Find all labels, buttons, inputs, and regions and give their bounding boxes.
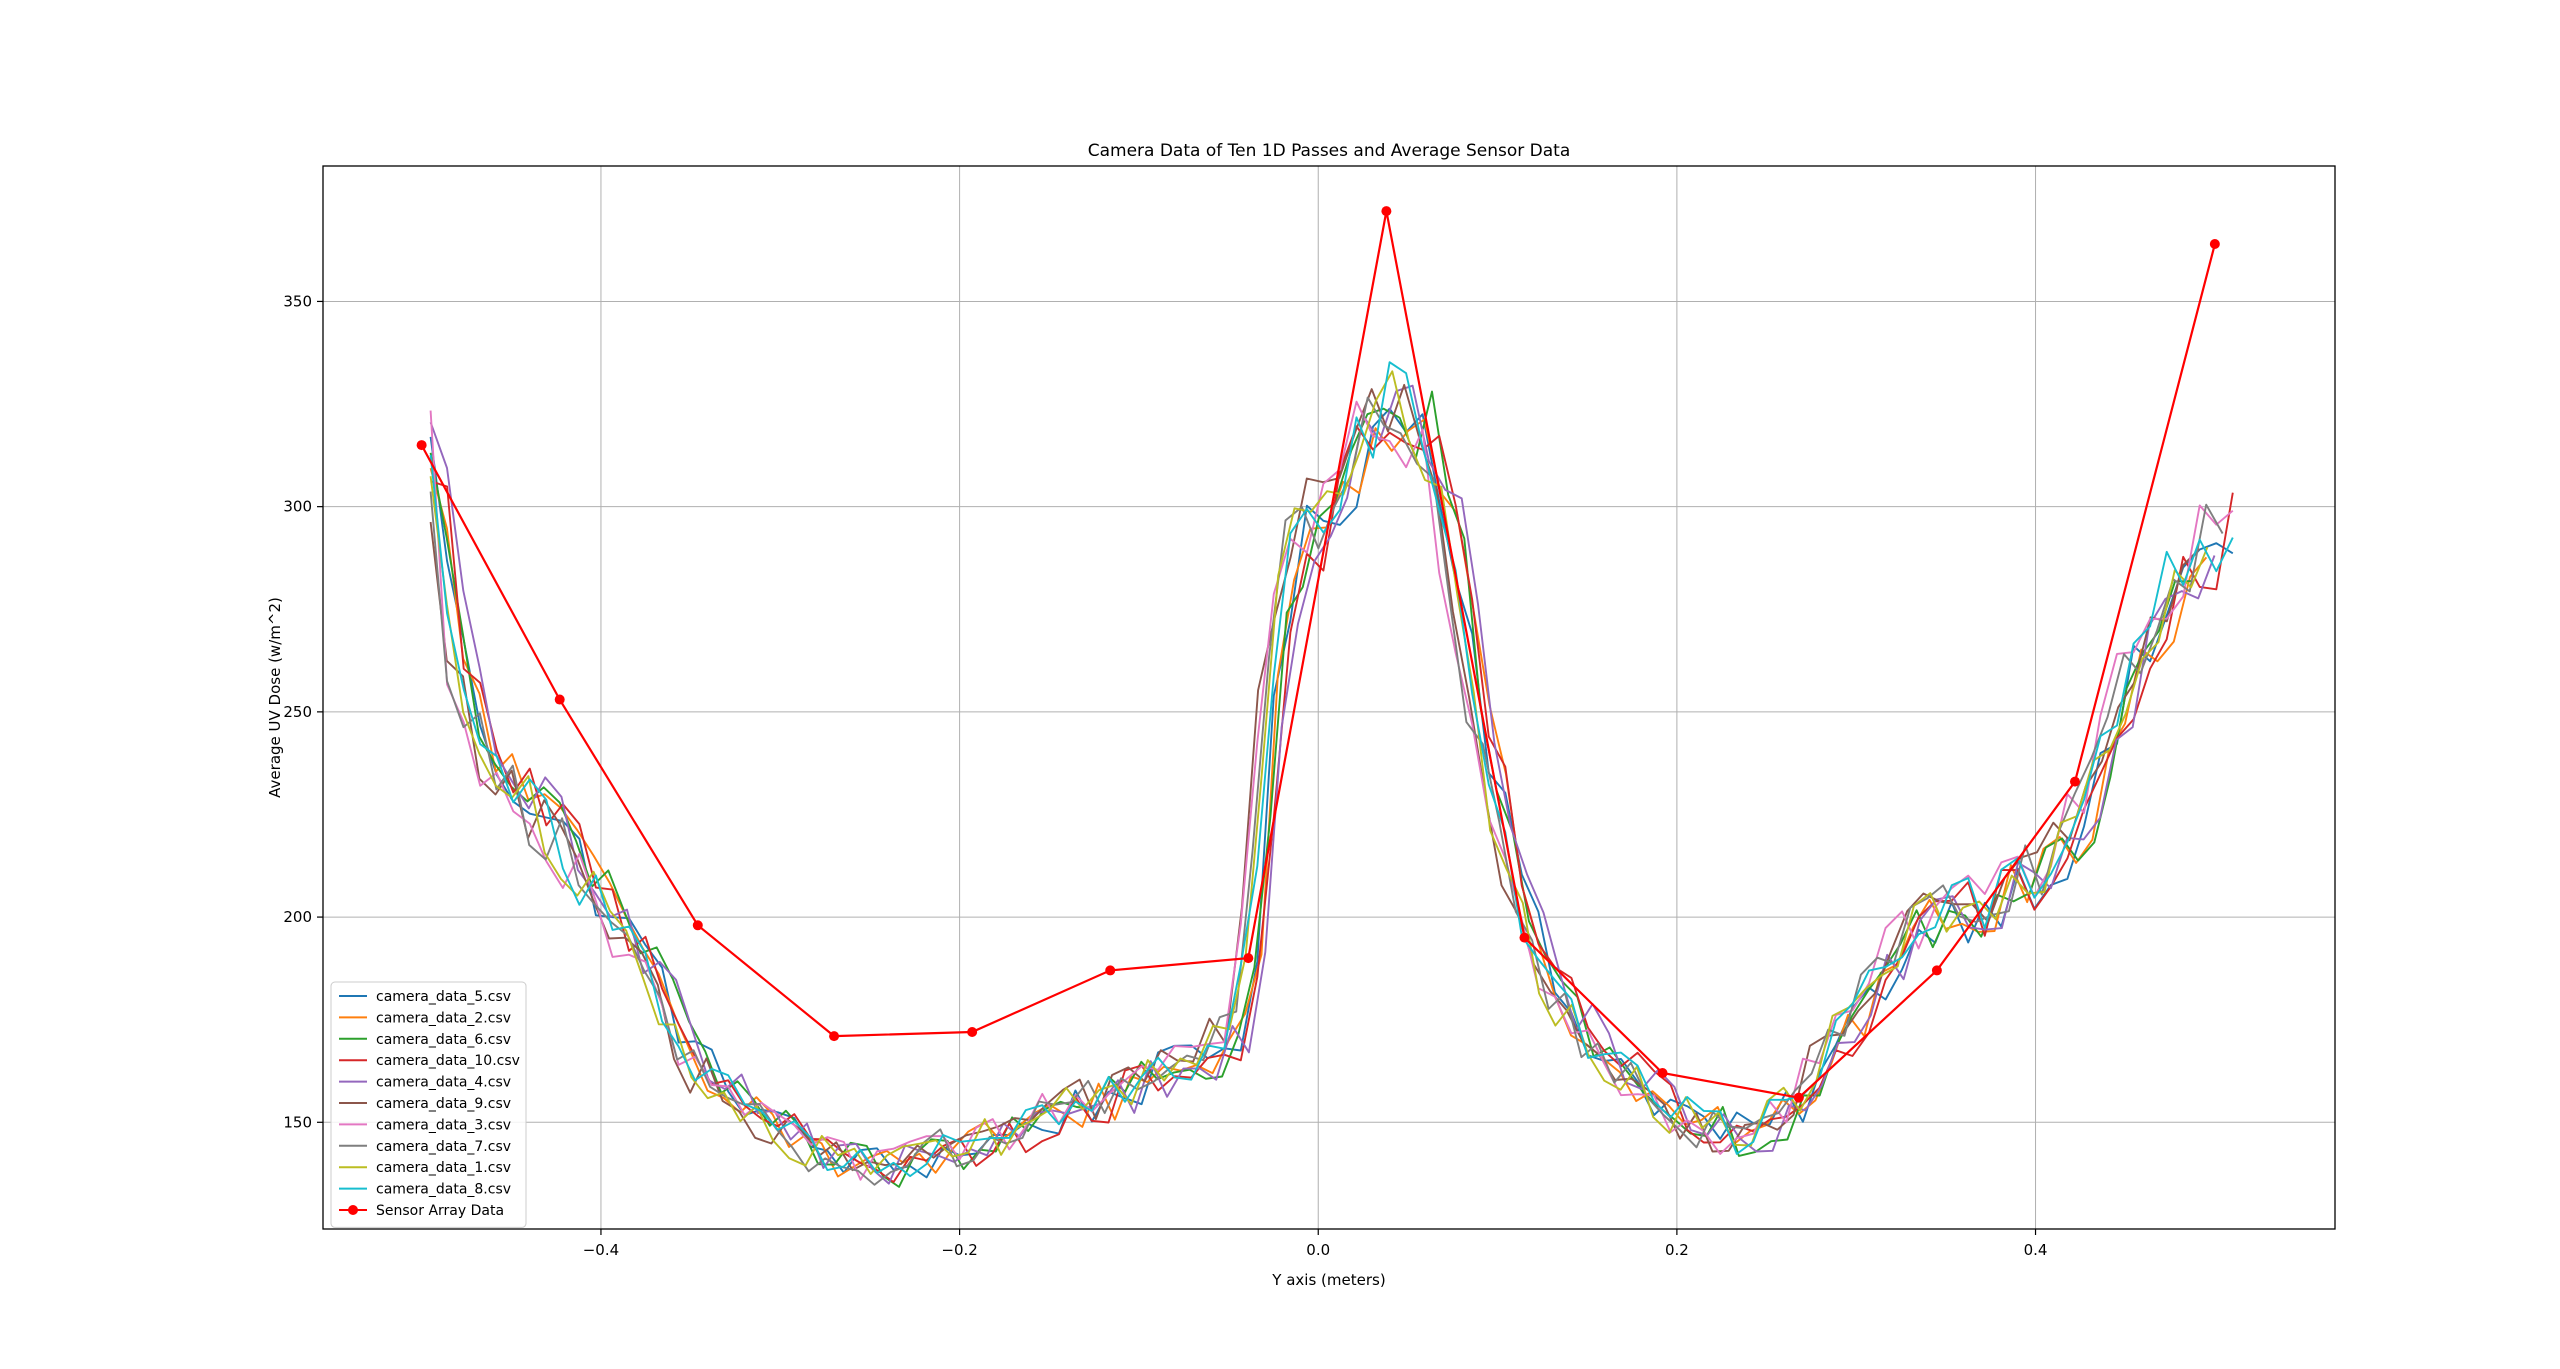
legend-entry: camera_data_4.csv [376, 1075, 511, 1091]
series-line-camera_data_8.csv [429, 361, 2234, 1178]
legend-box [330, 981, 527, 1228]
series-line-camera_data_3.csv [429, 400, 2234, 1181]
y-tick-label: 300 [283, 498, 312, 516]
x-tick-label: 0.0 [1306, 1241, 1330, 1259]
series-line-camera_data_1.csv [429, 370, 2209, 1175]
sensor-point [1793, 1092, 1804, 1103]
series-line-sensor-array-data [420, 210, 2216, 1099]
y-tick-label: 350 [283, 292, 312, 310]
x-tick-label: 0.4 [2024, 1241, 2048, 1259]
chart-title: Camera Data of Ten 1D Passes and Average… [1088, 141, 1571, 161]
y-tick-label: 250 [283, 703, 312, 721]
legend-entry: camera_data_6.csv [376, 1032, 511, 1048]
legend-entry: camera_data_7.csv [376, 1139, 511, 1155]
sensor-point [416, 440, 427, 451]
legend-entry: camera_data_8.csv [376, 1182, 511, 1198]
legend-entry: camera_data_5.csv [376, 989, 511, 1005]
series-line-camera_data_2.csv [429, 418, 2208, 1178]
legend-marker [348, 1205, 358, 1215]
series-lines [416, 206, 2234, 1188]
sensor-point [967, 1026, 978, 1037]
sensor-point [1105, 965, 1116, 976]
sensor-point [554, 694, 565, 705]
y-tick-label: 150 [283, 1113, 312, 1131]
x-axis-label: Y axis (meters) [1271, 1271, 1385, 1289]
sensor-point [692, 920, 703, 931]
sensor-point [1931, 965, 1942, 976]
x-tick-label: −0.4 [583, 1241, 619, 1259]
grid [323, 166, 2335, 1229]
y-axis-label: Average UV Dose (w/m^2) [266, 597, 284, 798]
plot-frame [322, 165, 2336, 1230]
y-tick-label: 200 [283, 908, 312, 926]
axis-ticks: −0.4 −0.2 0.0 0.2 0.4 150 200 250 300 350 [283, 292, 2047, 1259]
sensor-point [829, 1031, 840, 1042]
sensor-point [2069, 776, 2080, 787]
legend-entry: camera_data_2.csv [376, 1010, 511, 1026]
x-tick-label: 0.2 [1665, 1241, 1689, 1259]
legend-entry: camera_data_9.csv [376, 1096, 511, 1112]
sensor-point [1381, 206, 1392, 217]
legend: camera_data_5.csv camera_data_2.csvcamera… [330, 981, 527, 1228]
sensor-point [2209, 238, 2220, 249]
sensor-point [1657, 1068, 1668, 1079]
legend-entry: camera_data_10.csv [376, 1053, 520, 1069]
legend-entry: Sensor Array Data [376, 1203, 504, 1219]
legend-entry: camera_data_3.csv [376, 1117, 511, 1133]
sensor-point [1243, 953, 1254, 964]
x-tick-label: −0.2 [941, 1241, 977, 1259]
legend-entry: camera_data_1.csv [376, 1160, 511, 1176]
sensor-point [1519, 932, 1530, 943]
